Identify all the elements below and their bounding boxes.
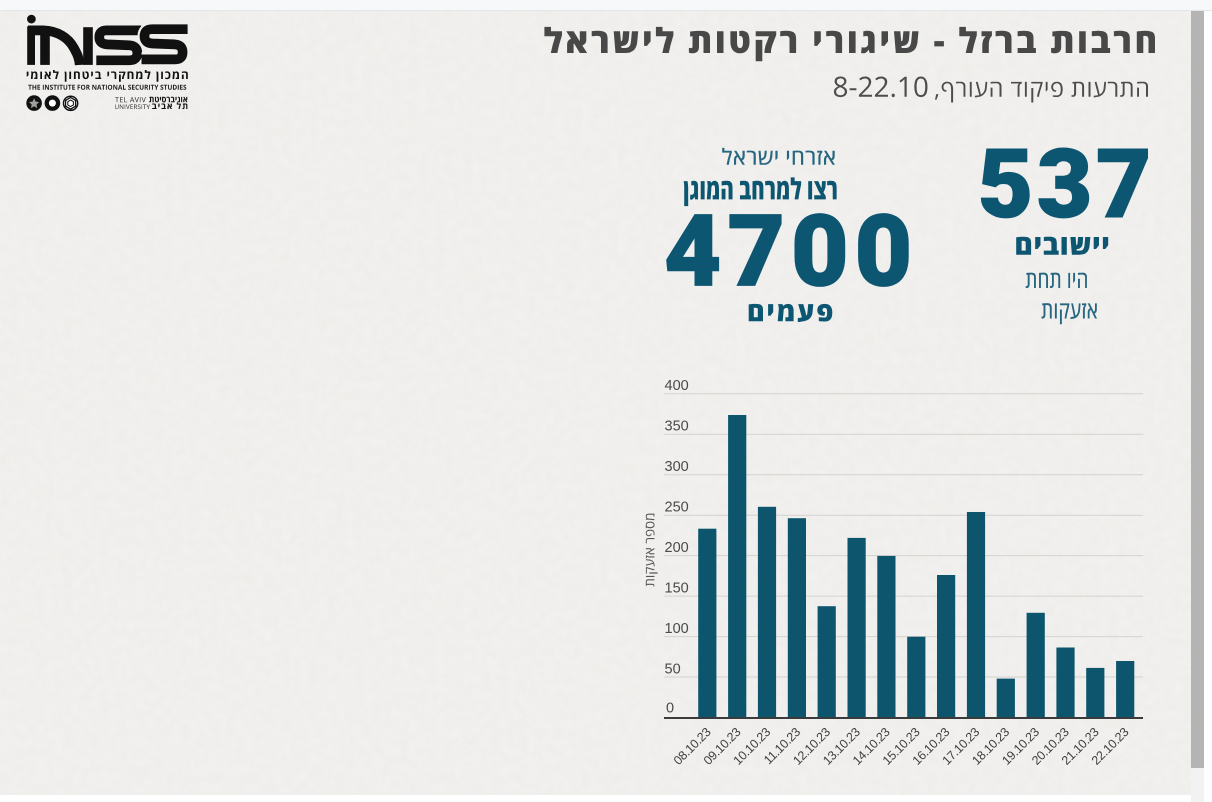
svg-text:350: 350 [665,419,689,435]
svg-text:300: 300 [665,459,689,475]
svg-text:400: 400 [665,378,689,394]
svg-text:50: 50 [665,661,681,677]
svg-text:250: 250 [665,500,689,516]
svg-text:150: 150 [665,580,689,596]
svg-text:200: 200 [665,540,689,556]
svg-text:100: 100 [665,621,689,637]
svg-text:0: 0 [666,700,674,716]
